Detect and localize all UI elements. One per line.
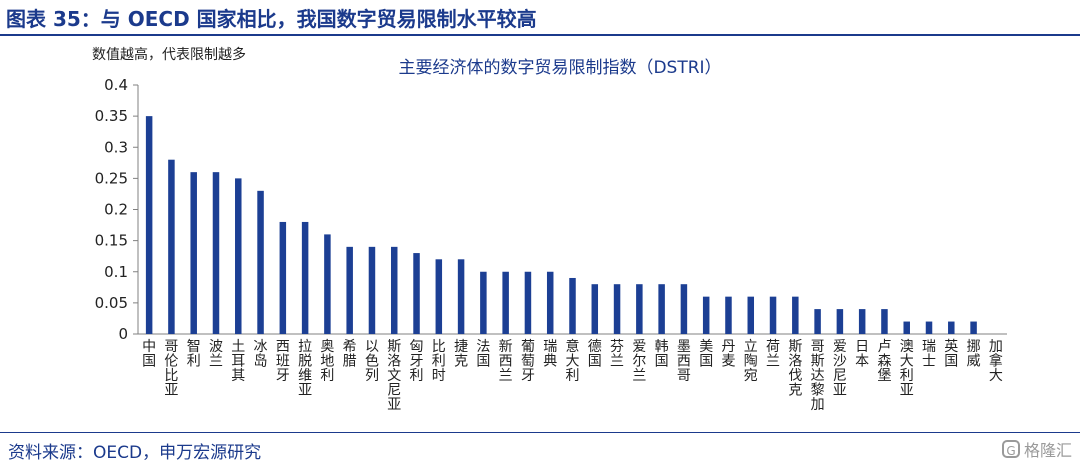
y-tick-label: 0.05 <box>95 294 128 312</box>
bar <box>279 221 287 334</box>
x-tick-label: 比利时 <box>432 339 446 384</box>
x-tick-label: 中国 <box>142 339 156 370</box>
x-tick-label: 芬兰 <box>610 339 624 370</box>
bar <box>190 172 197 334</box>
x-tick-label: 墨西哥 <box>677 339 691 384</box>
x-tick-label: 卢森堡 <box>877 339 891 384</box>
y-tick-label: 0.35 <box>95 107 128 125</box>
bar <box>390 246 398 334</box>
x-tick-label: 瑞典 <box>543 339 557 370</box>
x-axis-labels: 中国哥伦比亚智利波兰土耳其冰岛西班牙拉脱维亚奥地利希腊以色列斯洛文尼亚匈牙利比利… <box>142 338 1003 413</box>
y-axis-label: 数值越高，代表限制越多 <box>92 46 246 63</box>
bar <box>814 309 821 334</box>
y-axis-ticks: 0 0.05 0.1 0.15 0.2 0.25 0.3 0.35 0.4 <box>95 76 138 343</box>
x-tick-label: 加拿大 <box>989 339 1003 384</box>
x-tick-label: 丹麦 <box>721 339 735 370</box>
x-tick-label: 新西兰 <box>499 339 513 384</box>
bar-chart: 主要经济体的数字贸易限制指数（DSTRI） 数值越高，代表限制越多 00.050… <box>92 46 1007 413</box>
bar <box>613 284 621 334</box>
bar <box>569 277 576 334</box>
bar <box>480 271 487 334</box>
bar <box>212 172 220 334</box>
x-tick-label: 荷兰 <box>766 339 780 370</box>
bar <box>769 296 777 334</box>
bar <box>858 309 866 334</box>
x-tick-label: 瑞士 <box>922 339 936 370</box>
footer-divider <box>0 432 1080 433</box>
x-tick-label: 希腊 <box>343 339 357 370</box>
x-tick-label: 立陶宛 <box>744 339 758 384</box>
bar <box>324 234 331 334</box>
bar <box>257 190 264 334</box>
bar <box>546 271 554 334</box>
x-tick-label: 斯洛文尼亚 <box>387 339 401 413</box>
x-tick-label: 哥斯达黎加 <box>811 339 825 413</box>
y-tick-label: 0.1 <box>104 263 128 281</box>
x-tick-label: 法国 <box>476 339 490 370</box>
x-tick-label: 德国 <box>588 339 602 370</box>
bar <box>346 246 353 334</box>
y-tick-label: 0 <box>118 325 128 343</box>
x-tick-label: 英国 <box>944 338 958 370</box>
title-divider <box>0 34 1080 36</box>
bar <box>948 321 955 334</box>
bar <box>658 284 665 334</box>
x-tick-label: 挪威 <box>967 339 981 370</box>
watermark-text: 格隆汇 <box>1023 441 1072 460</box>
y-tick-label: 0.4 <box>104 76 128 94</box>
x-tick-label: 奥地利 <box>320 338 334 384</box>
bar <box>925 321 933 334</box>
x-tick-label: 捷克 <box>454 339 468 370</box>
x-tick-label: 以色列 <box>365 339 379 384</box>
bar <box>502 271 509 334</box>
figure-title: 图表 35：与 OECD 国家相比，我国数字贸易限制水平较高 <box>6 7 537 31</box>
bar <box>747 296 755 334</box>
bar <box>524 271 532 334</box>
x-tick-label: 爱沙尼亚 <box>833 339 847 399</box>
x-tick-label: 美国 <box>699 339 713 370</box>
bar <box>970 321 977 334</box>
watermark: G 格隆汇 <box>1001 437 1072 461</box>
x-tick-label: 智利 <box>187 339 201 370</box>
x-tick-label: 斯洛伐克 <box>788 339 802 399</box>
watermark-logo-icon: G <box>1001 440 1020 458</box>
bar <box>168 159 175 334</box>
x-tick-label: 土耳其 <box>231 339 245 384</box>
y-tick-label: 0.15 <box>95 232 128 250</box>
bar <box>413 253 420 334</box>
bar <box>881 309 888 334</box>
chart-title: 主要经济体的数字贸易限制指数（DSTRI） <box>398 58 721 78</box>
x-tick-label: 爱尔兰 <box>632 339 646 384</box>
bar <box>368 246 376 334</box>
bar <box>636 284 643 334</box>
bar <box>435 259 443 334</box>
bar <box>903 321 910 334</box>
bar <box>725 296 732 334</box>
bar <box>702 296 710 334</box>
bar <box>457 259 465 334</box>
x-tick-label: 冰岛 <box>254 339 268 370</box>
bar <box>680 284 688 334</box>
x-tick-label: 西班牙 <box>276 339 290 384</box>
y-tick-label: 0.25 <box>95 169 128 187</box>
bar <box>301 221 309 334</box>
bars <box>145 116 977 335</box>
x-tick-label: 韩国 <box>655 339 669 370</box>
bar <box>792 296 799 334</box>
x-tick-label: 意大利 <box>566 338 580 384</box>
bar <box>235 178 242 335</box>
bar <box>591 284 599 334</box>
bar <box>145 116 153 334</box>
source-note: 资料来源：OECD，申万宏源研究 <box>8 443 262 463</box>
x-tick-label: 匈牙利 <box>410 339 424 384</box>
bar <box>836 309 844 334</box>
x-tick-label: 日本 <box>855 339 869 370</box>
y-tick-label: 0.2 <box>104 201 128 219</box>
x-tick-label: 葡萄牙 <box>521 339 535 384</box>
x-tick-label: 哥伦比亚 <box>164 339 178 399</box>
y-tick-label: 0.3 <box>104 138 128 156</box>
x-tick-label: 澳大利亚 <box>900 339 914 399</box>
x-tick-label: 拉脱维亚 <box>298 339 312 399</box>
x-tick-label: 波兰 <box>209 339 223 370</box>
